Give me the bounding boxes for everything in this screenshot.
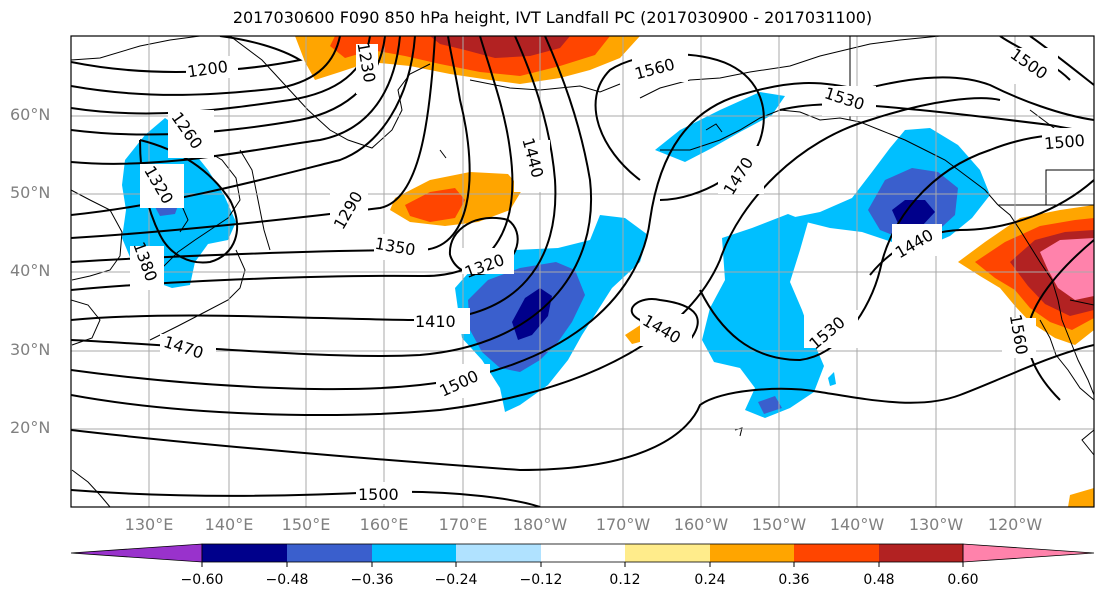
lon-label: 150°E: [282, 515, 331, 534]
lon-label: 160°E: [360, 515, 409, 534]
lon-label: 140°W: [830, 515, 884, 534]
lon-label: 170°E: [439, 515, 488, 534]
lat-label: 40°N: [10, 261, 50, 280]
colorbar-tick-label: 0.36: [778, 572, 809, 588]
colorbar-segment-6: [625, 544, 710, 562]
contour-label: 1500: [1043, 131, 1085, 153]
contour-label: 1410: [415, 312, 456, 331]
colorbar-segment-1: [202, 544, 287, 562]
lat-label: 30°N: [10, 340, 50, 359]
colorbar-segment-3: [372, 544, 456, 562]
colorbar-tick-label: 0.24: [694, 572, 725, 588]
colorbar-tick-label: −0.12: [520, 572, 563, 588]
contour-label: 1500: [358, 485, 399, 504]
figure-title: 2017030600 F090 850 hPa height, IVT Land…: [0, 8, 1105, 27]
lat-label: 20°N: [10, 418, 50, 437]
colorbar-segment-8: [794, 544, 879, 562]
lon-label: 120°W: [988, 515, 1042, 534]
colorbar-tick-label: −0.36: [351, 572, 394, 588]
colorbar-segment-9: [879, 544, 963, 562]
colorbar-segment-5: [541, 544, 625, 562]
lon-label: 130°W: [909, 515, 963, 534]
colorbar-tick-label: −0.48: [266, 572, 309, 588]
colorbar-tick-label: 0.48: [863, 572, 894, 588]
colorbar-tick-label: −0.60: [181, 572, 224, 588]
lon-label: 130°E: [125, 515, 174, 534]
colorbar-segment-0: [71, 544, 202, 562]
colorbar: [71, 544, 1094, 567]
colorbar-segment-4: [456, 544, 541, 562]
colorbar-tick-label: 0.60: [947, 572, 978, 588]
colorbar-segment-2: [287, 544, 372, 562]
lon-label: 180°W: [513, 515, 567, 534]
colorbar-tick-label: 0.12: [609, 572, 640, 588]
colorbar-tick-label: −0.24: [435, 572, 478, 588]
lon-label: 160°W: [674, 515, 728, 534]
lon-label: 170°W: [596, 515, 650, 534]
lat-label: 60°N: [10, 105, 50, 124]
lon-label: 150°W: [752, 515, 806, 534]
colorbar-segment-7: [710, 544, 794, 562]
colorbar-segment-10: [963, 544, 1094, 562]
lon-label: 140°E: [205, 515, 254, 534]
lat-label: 50°N: [10, 183, 50, 202]
